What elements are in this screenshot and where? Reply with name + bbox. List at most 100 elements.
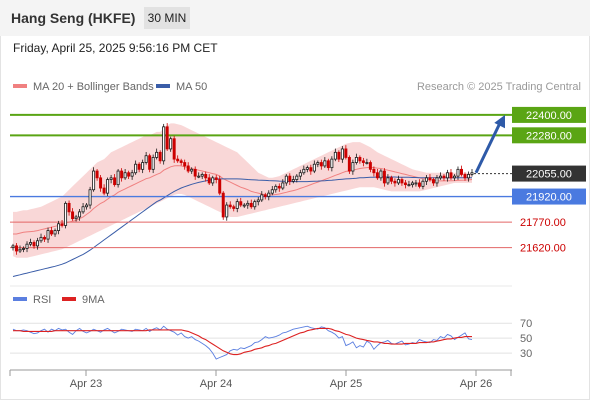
candle-body	[407, 184, 411, 187]
pivot-label: 21920.00	[526, 192, 572, 204]
candle-body	[386, 177, 390, 184]
candle-body	[36, 240, 40, 247]
candle-body	[85, 204, 89, 208]
candle-body	[389, 177, 393, 182]
candle-body	[95, 170, 99, 179]
candle-body	[78, 211, 82, 218]
candle-body	[410, 182, 414, 186]
candle-body	[50, 230, 54, 235]
legend-ma20-swatch	[13, 84, 27, 88]
candle-body	[298, 172, 302, 177]
candle-body	[330, 158, 334, 169]
candle-body	[190, 168, 194, 172]
candle-body	[344, 148, 348, 158]
current-price-label: 22055.00	[526, 169, 572, 181]
candle-body	[162, 126, 166, 162]
x-tick-label: Apr 24	[200, 378, 232, 390]
support-label: 21770.00	[520, 217, 566, 229]
legend-ma50-swatch	[156, 84, 170, 88]
candle-body	[309, 167, 313, 172]
candle-body	[81, 206, 85, 213]
legend-rsi-label: RSI	[33, 294, 51, 306]
candle-body	[347, 157, 351, 172]
candle-body	[316, 162, 320, 165]
candle-body	[460, 168, 463, 175]
candle-body	[179, 160, 183, 163]
candle-body	[467, 174, 470, 179]
forecast-arrow-shaft	[474, 120, 503, 174]
candle-body	[403, 182, 407, 186]
candle-body	[302, 168, 306, 174]
candle-body	[18, 248, 22, 252]
x-tick-label: Apr 23	[70, 378, 102, 390]
candle-body	[438, 175, 442, 179]
rsi-tick-label: 30	[520, 348, 532, 360]
candle-body	[235, 201, 239, 209]
candle-body	[445, 172, 449, 179]
candle-body	[358, 157, 362, 162]
candle-body	[452, 175, 456, 179]
report-datetime: Friday, April 25, 2025 9:56:16 PM CET	[13, 41, 218, 55]
candle-body	[155, 151, 159, 158]
resistance-tag	[512, 127, 586, 144]
legend-ma50-label: MA 50	[176, 81, 207, 93]
candle-body	[393, 180, 397, 184]
candle-body	[120, 170, 124, 179]
candle-body	[113, 177, 117, 186]
legend-9ma-swatch	[62, 297, 76, 301]
candle-body	[263, 194, 267, 197]
instrument-title: Hang Seng (HKFE)	[11, 10, 136, 26]
ma20-line	[13, 165, 473, 235]
x-axis-ticks: Apr 23 Apr 24 Apr 25 Apr 26	[70, 370, 492, 390]
candle-body	[141, 162, 145, 170]
candle-body	[106, 179, 110, 194]
candle-body	[449, 172, 453, 179]
candle-body	[57, 223, 61, 231]
candle-body	[88, 189, 92, 206]
candle-body	[456, 168, 460, 177]
forecast-arrow-head	[494, 114, 505, 129]
candle-body	[365, 162, 369, 164]
candle-body	[67, 202, 71, 213]
candle-body	[277, 185, 281, 189]
candle-body	[337, 151, 341, 160]
rsi-tick-label: 50	[520, 333, 532, 345]
timeframe-button[interactable]: 30 MIN	[144, 7, 190, 29]
candle-body	[260, 194, 264, 201]
rsi-ma-line	[13, 327, 472, 356]
moving-averages-layer	[12, 165, 473, 277]
candle-body	[424, 177, 428, 182]
candle-body	[130, 172, 134, 177]
candle-body	[39, 236, 43, 242]
rsi-tick-label: 70	[520, 318, 532, 330]
candle-body	[312, 163, 316, 172]
candle-body	[64, 202, 68, 226]
candle-body	[414, 182, 418, 185]
credit-text: Research © 2025 Trading Central	[417, 81, 581, 93]
candle-body	[176, 158, 180, 162]
candles-layer	[11, 123, 474, 255]
price-levels-layer: 22400.00 22280.00 22055.00 21920.00 21770.00…	[10, 106, 586, 255]
candle-body	[22, 248, 25, 250]
legend-9ma-label: 9MA	[82, 294, 105, 306]
candle-body	[281, 182, 285, 189]
candle-body	[351, 162, 355, 172]
chart-header	[0, 0, 590, 36]
candle-body	[25, 243, 29, 249]
candle-body	[218, 179, 222, 194]
candle-body	[43, 236, 47, 240]
candle-body	[11, 245, 15, 248]
pivot-tag	[512, 188, 586, 205]
candle-body	[375, 172, 379, 179]
candle-body	[246, 202, 250, 206]
candle-body	[169, 138, 173, 150]
x-tick-label: Apr 25	[330, 378, 362, 390]
candle-body	[151, 157, 155, 170]
candle-body	[435, 177, 439, 184]
candle-body	[53, 230, 57, 235]
candle-body	[102, 187, 106, 194]
candle-body	[144, 155, 148, 163]
candle-body	[242, 204, 246, 207]
candle-body	[214, 177, 218, 180]
